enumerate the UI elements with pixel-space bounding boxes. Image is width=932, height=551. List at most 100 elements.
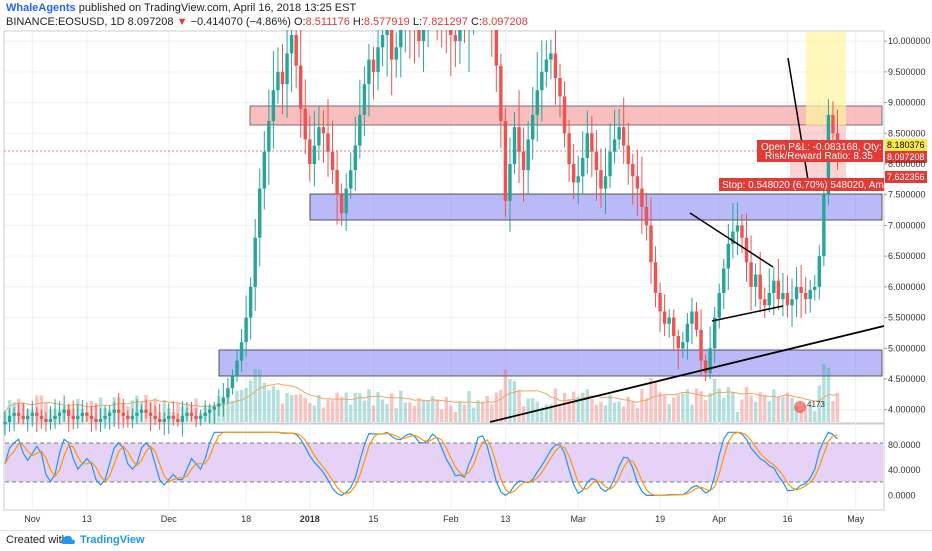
candle-body — [722, 268, 726, 293]
volume-bar — [640, 388, 644, 422]
candle-body — [735, 225, 740, 232]
volume-bar — [339, 396, 344, 422]
candle-body — [26, 415, 30, 419]
volume-bar — [681, 393, 685, 422]
volume-bar — [526, 398, 530, 422]
volume-bar — [285, 392, 289, 422]
candle-body — [7, 415, 12, 422]
candle-body — [458, 16, 462, 42]
y-tick-label: 9.000000 — [888, 98, 926, 108]
candle-body — [244, 317, 248, 343]
candle-body — [503, 121, 508, 201]
candle-body — [212, 406, 216, 410]
candle-body — [544, 59, 549, 72]
volume-bar — [467, 391, 471, 422]
candle-body — [653, 262, 658, 293]
volume-bar — [712, 379, 717, 422]
candle-body — [262, 151, 267, 189]
x-tick-label: 13 — [500, 514, 510, 524]
volume-bar — [262, 382, 267, 422]
footer-bar: Created with TradingView — [0, 530, 932, 551]
volume-bar — [772, 389, 776, 422]
candle-body — [317, 127, 321, 146]
x-tick-label: 16 — [782, 514, 792, 524]
tradingview-link[interactable]: TradingView — [80, 534, 145, 546]
volume-bar — [531, 398, 535, 422]
volume-bar — [485, 395, 489, 422]
candle-body — [612, 139, 617, 152]
author-name[interactable]: WhaleAgents — [6, 2, 76, 14]
candle-body — [94, 418, 98, 422]
volume-bar — [403, 402, 408, 422]
triangle-lower-line — [711, 305, 784, 322]
volume-bar — [822, 363, 826, 422]
volume-bar — [499, 389, 503, 422]
volume-bar — [744, 386, 749, 422]
candle-body — [690, 311, 694, 324]
candle-body — [649, 225, 653, 263]
volume-bar — [280, 403, 285, 422]
chart-area[interactable]: Open P&L: -0.083168, Qty: 4 Risk/Reward … — [0, 0, 932, 530]
volume-bar — [740, 399, 744, 422]
volume-bar — [731, 392, 735, 422]
volume-bar — [544, 404, 549, 422]
candle-body — [813, 286, 817, 290]
volume-bar — [512, 381, 517, 422]
volume-bar — [367, 389, 371, 422]
y-tick-label: 5.500000 — [888, 313, 926, 323]
volume-bar — [440, 409, 444, 422]
volume-bar — [699, 391, 703, 422]
volume-bar — [535, 401, 539, 422]
candle-body — [776, 280, 781, 300]
price-change: −0.414070 (−4.86%) — [190, 16, 291, 28]
candle-body — [135, 412, 139, 416]
published-text: published on TradingView.com, April 16, … — [78, 2, 357, 14]
candle-body — [640, 188, 644, 207]
x-tick-label: Feb — [443, 514, 459, 524]
candle-body — [53, 415, 57, 419]
price-chart-svg[interactable]: Open P&L: -0.083168, Qty: 4 Risk/Reward … — [0, 0, 932, 530]
candle-body — [708, 348, 712, 373]
candle-body — [531, 114, 535, 140]
candle-body — [603, 176, 608, 189]
volume-bar — [817, 385, 822, 422]
volume-bar — [667, 404, 671, 422]
tradingview-cloud-icon — [61, 535, 75, 544]
candle-body — [76, 415, 80, 419]
candle-body — [285, 53, 289, 85]
stoch-pane-frame — [3, 423, 885, 511]
volume-bar — [371, 405, 376, 422]
volume-bar — [235, 390, 239, 422]
y-tick-label: 4.500000 — [888, 374, 926, 384]
triangle-upper-line — [689, 212, 774, 268]
candle-body — [726, 243, 731, 269]
volume-bar — [430, 396, 435, 422]
volume-bar — [576, 396, 580, 422]
volume-bar — [176, 402, 180, 422]
main-pane-frame — [3, 30, 885, 424]
candle-body — [267, 121, 271, 152]
x-tick-label: 13 — [82, 514, 92, 524]
candle-body — [581, 157, 585, 177]
candle-body — [785, 293, 790, 306]
volume-bar — [767, 401, 771, 422]
volume-ma — [4, 383, 838, 412]
candle-body — [271, 90, 276, 121]
x-tick-label: 2018 — [300, 514, 320, 524]
candle-body — [808, 289, 812, 300]
volume-bar — [412, 406, 417, 422]
candle-body — [703, 360, 708, 373]
candle-body — [608, 151, 612, 177]
candle-body — [208, 409, 212, 413]
volume-bar — [758, 392, 762, 422]
volume-bar — [662, 395, 667, 422]
high-value: 8.577919 — [363, 16, 410, 28]
volume-bar — [376, 391, 380, 422]
candle-body — [126, 415, 130, 419]
stop-label-bg — [719, 178, 884, 191]
x-tick-label: 18 — [241, 514, 251, 524]
candle-body — [66, 409, 71, 416]
candle-body — [626, 145, 630, 164]
risk-reward-label: Risk/Reward Ratio: 8.35 — [765, 151, 873, 162]
candle-body — [339, 194, 344, 214]
